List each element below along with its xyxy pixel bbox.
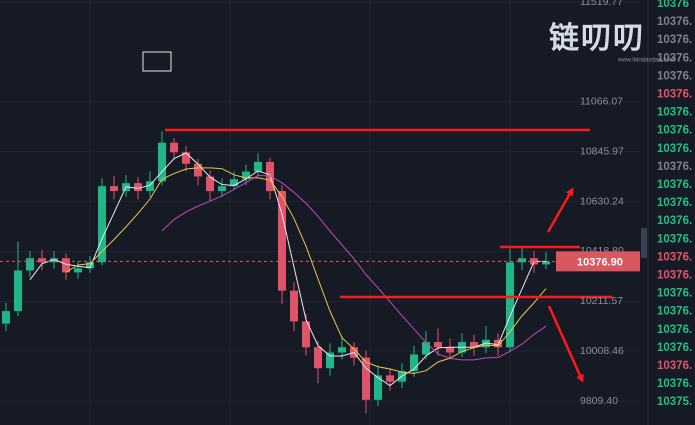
candle-body [446, 347, 454, 353]
side-price: 10376. [657, 324, 692, 336]
candle-body [2, 311, 10, 324]
scale-handle[interactable] [641, 228, 647, 258]
side-price: 10376. [657, 288, 692, 300]
candle-body [62, 258, 70, 273]
candle-body [518, 258, 526, 263]
y-tick-label: 11519.77 [580, 0, 623, 8]
candle-body [386, 375, 394, 382]
side-price: 10376. [657, 70, 692, 82]
candle-body [374, 375, 382, 400]
y-tick-label: 10008.46 [580, 345, 624, 357]
down-arrow [547, 305, 584, 383]
candle-body [50, 258, 58, 263]
side-price: 10376. [657, 89, 692, 101]
candle-body [230, 179, 238, 187]
candle-body [314, 347, 322, 369]
side-price: 10376. [657, 52, 692, 64]
plot [0, 1, 640, 414]
candle-body [14, 270, 22, 312]
side-price: 10376. [657, 270, 692, 282]
side-price: 10376. [657, 161, 692, 173]
candle-body [206, 176, 214, 192]
candle-body [170, 142, 178, 153]
candle-body [242, 171, 250, 180]
candle-body [338, 347, 346, 353]
side-price: 10376. [657, 233, 692, 245]
side-price: 10376. [657, 215, 692, 227]
candle-body [158, 142, 166, 182]
y-tick-label: 11066.07 [580, 96, 623, 108]
candle-body [218, 186, 226, 192]
side-price: 10376. [657, 342, 692, 354]
candle-body [362, 357, 370, 400]
candle-body [254, 161, 262, 172]
side-price: 10376 [657, 0, 689, 10]
candle-body [134, 183, 142, 192]
candle-body [422, 342, 430, 355]
candle-body [98, 186, 106, 263]
candle-body [302, 321, 310, 348]
side-price: 10376. [657, 251, 692, 263]
side-price: 10376. [657, 16, 692, 28]
y-tick-label: 10630.24 [580, 195, 624, 207]
side-column: 10376 10376. 10376. 10376. 10376. 10376. 10376… [657, 0, 692, 408]
up-arrow [546, 187, 574, 233]
side-price: 10376. [657, 143, 692, 155]
candle-body [410, 354, 418, 372]
current-price-label: 10376.90 [577, 256, 623, 268]
candle-body [434, 342, 442, 348]
candle-body [146, 181, 154, 192]
side-price: 10376. [657, 360, 692, 372]
side-price: 10376. [657, 34, 692, 46]
logo: 链叨叨 [549, 21, 645, 55]
annotations [165, 128, 612, 383]
side-price: 10376. [657, 378, 692, 390]
candle-body [326, 352, 334, 369]
side-price: 10376. [657, 197, 692, 209]
moving-average [161, 175, 547, 361]
side-price: 10376. [657, 306, 692, 318]
side-price: 10376. [657, 107, 692, 119]
logo-url: www.liandaodao.com [617, 58, 675, 64]
moving-average [65, 167, 547, 374]
candle-body [86, 262, 94, 269]
candle-body [74, 268, 82, 273]
price-axis: 11519.7711066.0710845.9710630.2410418.80… [556, 0, 640, 407]
candle-body [506, 262, 514, 348]
y-tick-label: 10211.57 [580, 295, 623, 307]
candle-body [38, 258, 46, 263]
y-tick-label: 10845.97 [580, 145, 624, 157]
selection-box [142, 51, 172, 72]
candle-body [194, 163, 202, 177]
candle-body [542, 261, 550, 265]
candle-body [182, 152, 190, 164]
side-price: 10376. [657, 179, 692, 191]
candle-body [26, 258, 34, 271]
side-price: 10376. [657, 125, 692, 137]
candle-body [110, 186, 118, 192]
side-price: 10375. [657, 396, 692, 408]
moving-average [29, 152, 547, 387]
candle-body [278, 191, 286, 291]
grid [89, 0, 511, 425]
candle-body [290, 290, 298, 322]
candle-body [470, 342, 478, 348]
current-price-tag [556, 251, 640, 272]
y-tick-label: 9809.40 [580, 395, 618, 407]
